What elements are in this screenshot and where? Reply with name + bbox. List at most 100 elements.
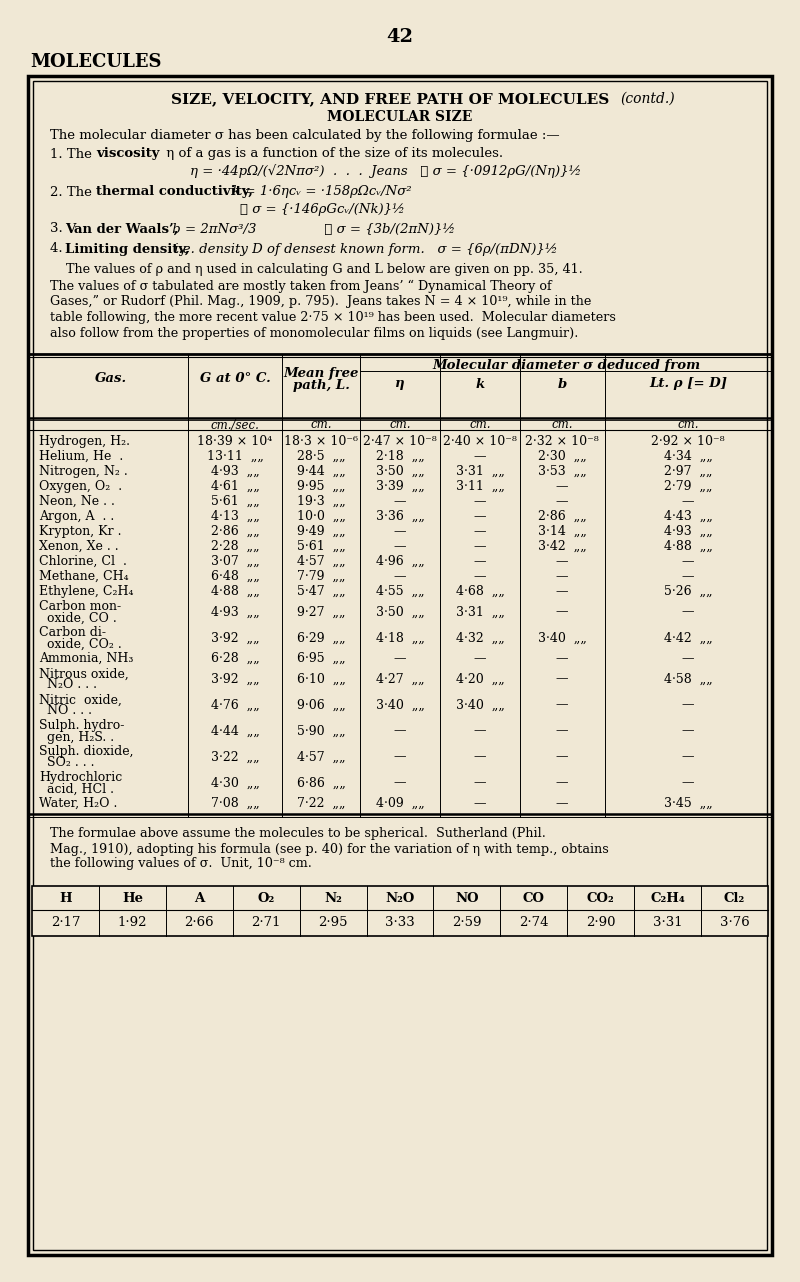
- Text: A: A: [194, 892, 204, 905]
- Text: Molecular diameter σ deduced from: Molecular diameter σ deduced from: [432, 359, 700, 372]
- Text: 42: 42: [386, 28, 414, 46]
- Text: —: —: [682, 555, 694, 568]
- Text: acid, HCl .: acid, HCl .: [39, 782, 114, 796]
- Text: —: —: [682, 495, 694, 508]
- FancyBboxPatch shape: [28, 76, 772, 1255]
- Text: N₂: N₂: [324, 892, 342, 905]
- Text: 18·3 × 10⁻⁶: 18·3 × 10⁻⁶: [284, 435, 358, 447]
- Text: 4·09  „„: 4·09 „„: [376, 797, 424, 810]
- Text: Chlorine, Cl  .: Chlorine, Cl .: [39, 555, 127, 568]
- Text: —: —: [474, 450, 486, 463]
- Text: —: —: [394, 724, 406, 737]
- Text: —: —: [682, 750, 694, 764]
- Text: Nitrous oxide,: Nitrous oxide,: [39, 668, 129, 681]
- Text: Argon, A  . .: Argon, A . .: [39, 510, 114, 523]
- Text: —: —: [474, 653, 486, 665]
- Text: 6·28  „„: 6·28 „„: [210, 653, 259, 665]
- Text: 2·40 × 10⁻⁸: 2·40 × 10⁻⁸: [443, 435, 517, 447]
- Text: 4·93  „„: 4·93 „„: [664, 526, 712, 538]
- Text: cm.: cm.: [551, 418, 573, 432]
- Text: —: —: [394, 750, 406, 764]
- Text: He: He: [122, 892, 143, 905]
- Text: η of a gas is a function of the size of its molecules.: η of a gas is a function of the size of …: [162, 147, 503, 160]
- Text: 3·50  „„: 3·50 „„: [376, 605, 424, 618]
- Text: 5·26  „„: 5·26 „„: [664, 585, 712, 597]
- Text: NO . . .: NO . . .: [39, 705, 92, 718]
- Text: —: —: [474, 540, 486, 553]
- Text: 4·32  „„: 4·32 „„: [456, 632, 504, 645]
- Text: cm.: cm.: [310, 418, 332, 432]
- Text: 4·57  „„: 4·57 „„: [297, 555, 346, 568]
- Text: 7·08  „„: 7·08 „„: [210, 797, 259, 810]
- Text: N₂O . . .: N₂O . . .: [39, 678, 97, 691]
- Text: —: —: [394, 495, 406, 508]
- Text: 3·50  „„: 3·50 „„: [376, 465, 424, 478]
- Text: 2·92 × 10⁻⁸: 2·92 × 10⁻⁸: [651, 435, 725, 447]
- Text: 6·86  „„: 6·86 „„: [297, 777, 346, 790]
- Text: Nitrogen, N₂ .: Nitrogen, N₂ .: [39, 465, 128, 478]
- Text: oxide, CO .: oxide, CO .: [39, 612, 117, 624]
- Text: N₂O: N₂O: [386, 892, 414, 905]
- Text: 4·30  „„: 4·30 „„: [210, 777, 259, 790]
- Text: 2·79  „„: 2·79 „„: [664, 479, 712, 494]
- Text: —: —: [556, 699, 568, 712]
- Text: —: —: [556, 750, 568, 764]
- Text: 3·31: 3·31: [653, 917, 682, 929]
- Text: —: —: [556, 555, 568, 568]
- Text: 4·96  „„: 4·96 „„: [376, 555, 424, 568]
- Text: 3·40  „„: 3·40 „„: [538, 632, 586, 645]
- Text: (contd.): (contd.): [620, 92, 674, 106]
- Text: —: —: [474, 526, 486, 538]
- Text: The molecular diameter σ has been calculated by the following formulae :—: The molecular diameter σ has been calcul…: [50, 129, 560, 142]
- Text: 4·58  „„: 4·58 „„: [664, 673, 712, 686]
- Text: —: —: [556, 797, 568, 810]
- Text: 6·29  „„: 6·29 „„: [297, 632, 346, 645]
- Text: gen, H₂S. .: gen, H₂S. .: [39, 731, 114, 744]
- Text: Carbon di-: Carbon di-: [39, 627, 106, 640]
- Text: 3·07  „„: 3·07 „„: [210, 555, 259, 568]
- Text: MOLECULES: MOLECULES: [30, 53, 162, 71]
- Text: Sulph. hydro-: Sulph. hydro-: [39, 719, 124, 732]
- Text: 4·76  „„: 4·76 „„: [210, 699, 259, 712]
- Text: Cl₂: Cl₂: [724, 892, 745, 905]
- Text: The values of ρ and η used in calculating G and L below are given on pp. 35, 41.: The values of ρ and η used in calculatin…: [50, 264, 582, 277]
- Text: table following, the more recent value 2·75 × 10¹⁹ has been used.  Molecular dia: table following, the more recent value 2…: [50, 312, 616, 324]
- Text: 4·34  „„: 4·34 „„: [663, 450, 713, 463]
- Text: 2·30  „„: 2·30 „„: [538, 450, 586, 463]
- Text: —: —: [556, 570, 568, 583]
- Text: 3·92  „„: 3·92 „„: [210, 673, 259, 686]
- Text: 4·88  „„: 4·88 „„: [663, 540, 713, 553]
- Text: H: H: [59, 892, 72, 905]
- Text: η = ·44pΩ/(√2Nπσ²)  .  .  .  Jeans   ∴ σ = {·0912ρG/(Nη)}½: η = ·44pΩ/(√2Nπσ²) . . . Jeans ∴ σ = {·0…: [190, 164, 582, 178]
- Text: 18·39 × 10⁴: 18·39 × 10⁴: [198, 435, 273, 447]
- Text: —: —: [556, 605, 568, 618]
- FancyBboxPatch shape: [33, 81, 767, 1250]
- Text: Nitric  oxide,: Nitric oxide,: [39, 694, 122, 706]
- Text: 19·3  „„: 19·3 „„: [297, 495, 346, 508]
- Text: —: —: [474, 724, 486, 737]
- Text: cm./sec.: cm./sec.: [210, 418, 259, 432]
- Text: —: —: [474, 570, 486, 583]
- Text: 10·0  „„: 10·0 „„: [297, 510, 346, 523]
- Text: 2·59: 2·59: [452, 917, 482, 929]
- Text: —: —: [682, 605, 694, 618]
- Text: 13·11  „„: 13·11 „„: [206, 450, 263, 463]
- Text: 2·66: 2·66: [185, 917, 214, 929]
- Text: 3·40  „„: 3·40 „„: [375, 699, 425, 712]
- Text: 6·48  „„: 6·48 „„: [210, 570, 259, 583]
- Text: G at 0° C.: G at 0° C.: [200, 372, 270, 385]
- Text: —: —: [474, 495, 486, 508]
- Text: viscosity: viscosity: [96, 147, 159, 160]
- Text: b: b: [558, 377, 566, 391]
- Text: 4·27  „„: 4·27 „„: [376, 673, 424, 686]
- Text: k: k: [475, 377, 485, 391]
- Text: Ethylene, C₂H₄: Ethylene, C₂H₄: [39, 585, 134, 597]
- Text: 1. The: 1. The: [50, 147, 96, 160]
- Text: SO₂ . . .: SO₂ . . .: [39, 756, 94, 769]
- Text: 2·47 × 10⁻⁸: 2·47 × 10⁻⁸: [363, 435, 437, 447]
- Text: 9·44  „„: 9·44 „„: [297, 465, 346, 478]
- Text: 7·79  „„: 7·79 „„: [297, 570, 346, 583]
- Text: Krypton, Kr .: Krypton, Kr .: [39, 526, 122, 538]
- Text: k = 1·6ηcᵥ = ·158ρΩcᵥ/Nσ²: k = 1·6ηcᵥ = ·158ρΩcᵥ/Nσ²: [228, 186, 412, 199]
- Text: Gases,” or Rudorf (Phil. Mag., 1909, p. 795).  Jeans takes N = 4 × 10¹⁹, while i: Gases,” or Rudorf (Phil. Mag., 1909, p. …: [50, 295, 591, 309]
